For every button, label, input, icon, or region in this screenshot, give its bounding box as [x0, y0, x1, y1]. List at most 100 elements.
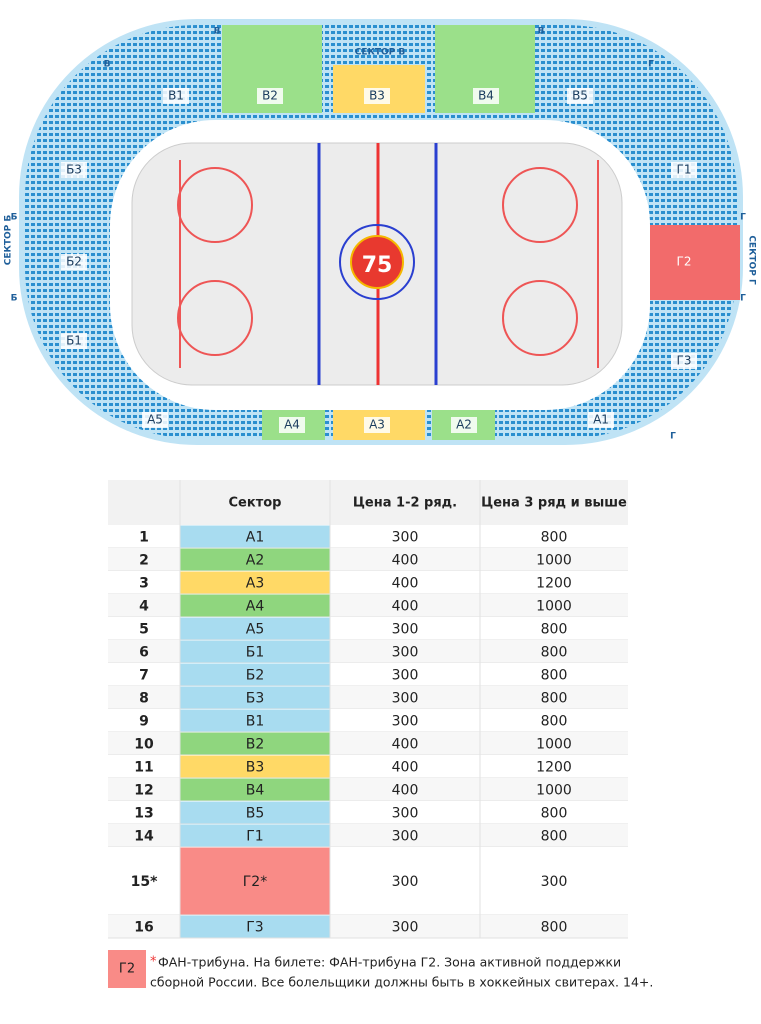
sector-cell-bg	[180, 801, 330, 824]
cell: 16	[134, 920, 153, 936]
cell: В1	[246, 714, 265, 730]
sector-tag	[451, 417, 477, 433]
cell: 300	[392, 829, 419, 845]
sector-cell-bg	[180, 732, 330, 755]
header-cell: Цена 3 ряд и выше	[481, 496, 627, 511]
map-heading: СЕКТОР Г	[747, 235, 757, 285]
cell: 1	[139, 530, 149, 546]
sector-tag	[163, 88, 189, 104]
sector-tag	[671, 254, 697, 270]
sector-tag	[364, 88, 390, 104]
rink-markings	[177, 143, 599, 385]
sector-tag	[588, 412, 614, 428]
map-letter: Г	[740, 213, 746, 223]
cell: Б2	[246, 668, 265, 684]
map-letter: В	[538, 27, 545, 37]
map-letter: Б	[11, 213, 18, 223]
sector-label: Г3	[677, 354, 692, 368]
cell: 300	[392, 920, 419, 936]
map-letter: Г	[670, 432, 676, 442]
cell: Г2*	[243, 874, 267, 890]
sector-cell-bg	[180, 709, 330, 732]
cell: 800	[541, 829, 568, 845]
sector-tag	[473, 88, 499, 104]
cell: В2	[246, 737, 265, 753]
cell: 400	[392, 760, 419, 776]
cell: 15*	[131, 874, 158, 890]
cell: 1200	[536, 760, 572, 776]
sector-label: В5	[572, 89, 588, 103]
cell: А4	[246, 599, 265, 615]
cell: 7	[139, 668, 149, 684]
cell: В3	[246, 760, 265, 776]
price-table: Сектор Цена 1-2 ряд. Цена 3 ряд и выше 1 А1 3…	[108, 480, 628, 939]
sector-label: В3	[369, 89, 385, 103]
map-letter: Г	[648, 60, 654, 70]
sector-label: В4	[478, 89, 494, 103]
map-letter: Г	[740, 294, 746, 304]
sector-label: А5	[147, 413, 163, 427]
sector-label: В2	[262, 89, 278, 103]
cell: 300	[392, 874, 419, 890]
sector-cell-bg	[180, 617, 330, 640]
cell: 300	[392, 530, 419, 546]
cell: В5	[246, 806, 265, 822]
sector-label: А3	[369, 418, 385, 432]
sector-label: Б3	[66, 163, 82, 177]
cell: 300	[392, 622, 419, 638]
header-bg	[108, 480, 628, 525]
footnote-line: сборной России. Все болельщики должны бы…	[150, 975, 653, 990]
arena-map	[19, 19, 743, 445]
cell: Г3	[246, 920, 263, 936]
cell: 300	[392, 691, 419, 707]
map-letter: В	[214, 27, 221, 37]
sector-tag	[61, 162, 87, 178]
map-letter: В	[104, 60, 111, 70]
sector-tag	[671, 353, 697, 369]
cell: 11	[134, 760, 153, 776]
cell: 800	[541, 714, 568, 730]
sector-cell-bg	[180, 915, 330, 938]
cell: 400	[392, 599, 419, 615]
sector-tag	[142, 412, 168, 428]
cell: 800	[541, 645, 568, 661]
sector-tag	[364, 417, 390, 433]
map-heading: СЕКТОР Б	[4, 215, 14, 266]
cell: 800	[541, 691, 568, 707]
sector-label: А2	[456, 418, 472, 432]
sector-label: А4	[284, 418, 300, 432]
map-letter: Б	[11, 294, 18, 304]
sector-cell-bg	[180, 640, 330, 663]
cell: 1200	[536, 576, 572, 592]
sector-cell-bg	[180, 755, 330, 778]
cell: 1000	[536, 783, 572, 799]
sector-tag	[61, 254, 87, 270]
cell: 800	[541, 806, 568, 822]
cell: 6	[139, 645, 149, 661]
cell: 400	[392, 553, 419, 569]
cell: 9	[139, 714, 149, 730]
cell: 1000	[536, 737, 572, 753]
map-heading: СЕКТОР В	[355, 48, 406, 58]
logo: 75	[362, 253, 393, 278]
sector-label: В1	[168, 89, 184, 103]
sector-label: Г2	[677, 255, 692, 269]
header-cell: Сектор	[229, 496, 282, 511]
cell: 400	[392, 737, 419, 753]
sector-cell-bg	[180, 525, 330, 548]
cell: В4	[246, 783, 265, 799]
footnote-line: ФАН-трибуна. На билете: ФАН-трибуна Г2. …	[158, 955, 621, 970]
cell: 800	[541, 530, 568, 546]
cell: 4	[139, 599, 149, 615]
sector-cell-bg	[180, 686, 330, 709]
sector-cell-bg	[180, 778, 330, 801]
cell: Г1	[246, 829, 263, 845]
cell: 800	[541, 668, 568, 684]
cell: 1000	[536, 599, 572, 615]
cell: 10	[134, 737, 154, 753]
cell: 13	[134, 806, 153, 822]
sector-tag	[61, 333, 87, 349]
footnote-star: *	[150, 955, 157, 970]
cell: А3	[246, 576, 264, 592]
